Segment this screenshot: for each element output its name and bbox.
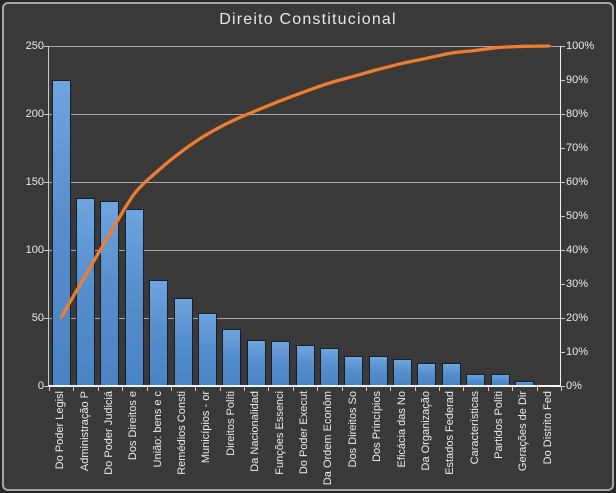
category-label-Estados Federad: Estados Federad [444, 391, 457, 475]
gridline-80pct [49, 114, 561, 115]
category-axis-tick [390, 387, 392, 391]
right-axis-tick [561, 386, 565, 387]
right-axis-label-20%: 20% [566, 312, 589, 324]
category-axis-tick [341, 387, 343, 391]
category-axis-tick [561, 387, 562, 391]
category-axis-tick [146, 387, 148, 391]
right-axis-tick [561, 46, 565, 47]
left-axis-label-0: 0 [37, 380, 44, 392]
category-label-Partidos Políti: Partidos Políti [493, 391, 506, 459]
chart-title: Direito Constitucional [219, 11, 397, 28]
left-axis-label-100: 100 [25, 244, 44, 256]
left-axis-line [48, 46, 49, 386]
right-axis-label-90%: 90% [566, 74, 589, 86]
right-axis-label-80%: 80% [566, 108, 589, 120]
category-label-Do Distrito Fed: Do Distrito Fed [541, 391, 554, 465]
left-axis-tick [44, 318, 49, 319]
category-axis-tick [439, 387, 441, 391]
right-axis-label-60%: 60% [566, 176, 589, 188]
category-label-Da Nacionalidad: Da Nacionalidad [249, 391, 262, 472]
left-axis-label-200: 200 [25, 108, 44, 120]
right-axis-label-100%: 100% [566, 40, 595, 52]
left-axis-tick [44, 250, 49, 251]
left-axis-tick [44, 386, 49, 387]
category-label-Da Ordem Econôm: Da Ordem Econôm [322, 391, 335, 486]
right-axis-tick [561, 182, 565, 183]
category-label-Do Poder Judiciá: Do Poder Judiciá [102, 391, 115, 475]
category-axis-tick [170, 387, 172, 391]
right-axis-tick [561, 284, 565, 285]
left-axis-tick [44, 114, 49, 115]
category-axis-tick [463, 387, 465, 391]
right-axis-tick [561, 216, 565, 217]
right-axis-tick [561, 114, 565, 115]
category-axis-tick [122, 387, 124, 391]
right-axis-label-0%: 0% [566, 380, 582, 392]
right-axis-label-30%: 30% [566, 278, 589, 290]
category-axis-tick [195, 387, 197, 391]
category-axis-tick [512, 387, 514, 391]
category-axis-tick [219, 387, 221, 391]
category-label-Funções Essenci: Funções Essenci [273, 391, 286, 475]
category-label-União: bens e c: União: bens e c [151, 391, 164, 468]
left-axis-tick [44, 46, 49, 47]
left-axis-label-150: 150 [25, 176, 44, 188]
category-axis-tick [73, 387, 75, 391]
right-axis-tick [561, 250, 565, 251]
right-axis-tick [561, 148, 565, 149]
category-axis-tick [414, 387, 416, 391]
category-axis-tick [268, 387, 270, 391]
cumulative-line-layer [59, 44, 551, 319]
category-axis-tick [487, 387, 489, 391]
right-axis-line [560, 46, 561, 386]
right-axis-label-50%: 50% [566, 210, 589, 222]
left-axis-label-250: 250 [25, 40, 44, 52]
left-axis-label-50: 50 [31, 312, 44, 324]
category-label-Remédios Consti: Remédios Consti [176, 391, 189, 475]
category-label-Direitos Políti: Direitos Políti [224, 391, 237, 456]
gridline-100pct [49, 46, 561, 47]
category-axis-tick [365, 387, 367, 391]
category-label-Municípios - or: Municípios - or [200, 391, 213, 464]
category-label-Gerações de Dir: Gerações de Dir [517, 391, 530, 472]
right-axis-label-40%: 40% [566, 244, 589, 256]
right-axis-tick [561, 318, 565, 319]
gridline-40pct [49, 250, 561, 251]
category-axis-tick [97, 387, 99, 391]
right-axis-label-10%: 10% [566, 346, 589, 358]
category-label-Da Organização: Da Organização [419, 391, 432, 471]
category-label-Dos Princípios: Dos Princípios [371, 391, 384, 462]
left-axis-tick [44, 182, 49, 183]
gridline-60pct [49, 182, 561, 183]
category-label-Do Poder Legisl: Do Poder Legisl [54, 391, 67, 470]
category-label-Eficácia das No: Eficácia das No [395, 391, 408, 468]
category-label-Dos Direitos So: Dos Direitos So [346, 391, 359, 468]
cumulative-percentage-line [59, 44, 551, 319]
right-axis-tick [561, 80, 565, 81]
category-axis-tick [49, 387, 50, 391]
right-axis-tick [561, 352, 565, 353]
category-axis-tick [292, 387, 294, 391]
category-axis-tick [244, 387, 246, 391]
category-axis-tick [317, 387, 319, 391]
category-axis-line [48, 385, 561, 387]
category-label-Dos Direitos e: Dos Direitos e [127, 391, 140, 461]
gridline-20pct [49, 318, 561, 319]
right-axis-label-70%: 70% [566, 142, 589, 154]
category-label-Administração P: Administração P [78, 391, 91, 472]
category-label-Características: Características [468, 391, 481, 465]
category-axis-tick [536, 387, 538, 391]
category-label-Do Poder Execut: Do Poder Execut [298, 391, 310, 475]
